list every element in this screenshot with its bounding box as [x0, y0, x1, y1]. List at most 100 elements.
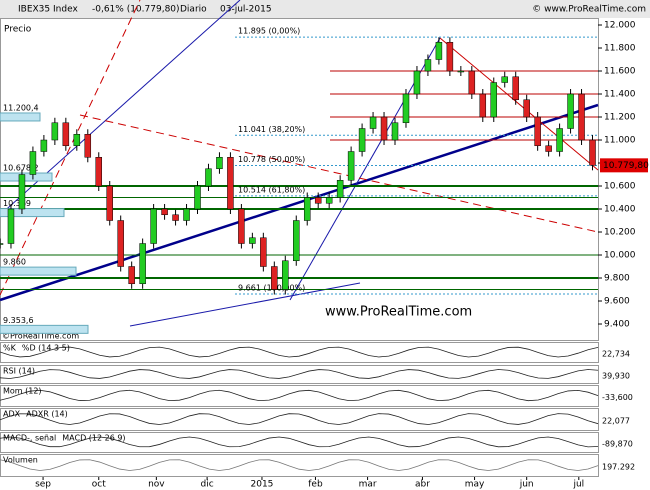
candle	[457, 70, 465, 73]
trend-line	[0, 0, 141, 296]
candle	[95, 157, 103, 187]
indicator-value: -89,870	[602, 440, 633, 449]
date: 03-jul-2015	[220, 5, 272, 15]
candle	[29, 151, 37, 175]
candle	[172, 214, 179, 221]
candle	[501, 76, 508, 83]
y-tick-label: 9.400	[604, 320, 630, 330]
panel-label: Precio	[4, 25, 32, 35]
profile-bar	[0, 172, 53, 182]
fib-label: 11.895 (0,00%)	[238, 27, 300, 36]
fib-label: 10.514 (61,80%)	[238, 185, 305, 194]
last-price: 10.779,80	[603, 161, 649, 171]
trend-line	[0, 103, 599, 302]
trend-line	[129, 282, 361, 327]
trend-line	[439, 37, 599, 171]
x-tick-label: feb	[308, 480, 323, 490]
candle	[468, 70, 476, 95]
candle	[282, 260, 289, 290]
indicator-line	[0, 389, 599, 402]
x-tick-label: jun	[519, 480, 534, 490]
indicator-label2: MACD (12 26 9)	[62, 434, 125, 443]
indicator-label: ADX	[3, 410, 21, 419]
y-tick-label: 10.400	[604, 205, 636, 215]
y-tick-label: 9.600	[604, 297, 630, 307]
trend-line	[79, 114, 599, 233]
profile-label: 10.678,2	[3, 164, 39, 173]
indicator-line	[0, 413, 599, 425]
indicator-value: 197.292	[602, 463, 635, 472]
candle	[479, 93, 487, 118]
candle	[7, 208, 15, 244]
candle	[490, 82, 498, 118]
candle	[303, 197, 311, 221]
y-tick-label: 11.000	[604, 136, 636, 146]
indicator-value: 22,734	[602, 350, 630, 359]
x-tick-label: mar	[359, 480, 377, 490]
candle	[314, 197, 322, 204]
candle	[183, 208, 190, 221]
candle	[194, 185, 201, 210]
candle	[402, 93, 410, 124]
candle	[51, 122, 59, 141]
x-tick-label: nov	[148, 480, 165, 490]
fib-label: 10.778 (50,00%)	[238, 155, 305, 164]
header-bar	[0, 0, 650, 18]
candle	[424, 59, 432, 72]
indicator-value: 39,930	[602, 372, 630, 381]
y-tick-label: 11.200	[604, 113, 636, 123]
indicator-panel	[0, 432, 599, 453]
x-tick-label: oct	[92, 480, 106, 490]
indicator-value: 22,077	[602, 417, 630, 426]
indicator-line	[0, 369, 599, 379]
indicator-line	[0, 346, 599, 358]
period: Diario	[180, 5, 207, 15]
candle	[336, 180, 344, 198]
candle	[139, 243, 146, 285]
candle	[18, 174, 26, 210]
profile-bar	[0, 324, 89, 334]
fib-label: 11.041 (38,20%)	[238, 125, 305, 134]
indicator-label2: ADXR (14)	[26, 410, 68, 419]
y-tick-label: 11.600	[604, 67, 636, 77]
candle	[40, 139, 48, 152]
candle	[227, 157, 234, 210]
candle	[238, 208, 245, 244]
copyright: ©ProRealTime.com	[2, 332, 79, 341]
indicator-label2: %D (14 3 5)	[22, 344, 70, 353]
candle	[578, 93, 585, 141]
candle	[446, 42, 454, 72]
candle	[106, 185, 113, 221]
x-tick-label: sep	[35, 480, 51, 490]
x-tick-label: 2015	[251, 480, 274, 490]
candle	[325, 197, 333, 204]
profile-label: 11.200,4	[3, 103, 39, 112]
candle	[117, 220, 124, 267]
candle	[435, 42, 443, 60]
watermark: www.ProRealTime.com	[325, 305, 472, 320]
candle	[161, 208, 168, 216]
candle	[271, 266, 278, 290]
x-tick-label: abr	[415, 480, 430, 490]
x-tick-label: jul	[572, 480, 584, 490]
indicator-panel	[0, 365, 599, 384]
site: © www.ProRealTime.com	[532, 5, 646, 15]
profile-bar	[0, 266, 77, 276]
indicator-label: MACD-, señal	[3, 434, 56, 443]
candle	[380, 116, 388, 141]
profile-bar	[0, 208, 65, 218]
profile-bar	[0, 112, 41, 122]
candle	[589, 139, 596, 166]
indicator-label: %K	[3, 344, 17, 353]
y-tick-label: 11.400	[604, 90, 636, 100]
y-tick-label: 9.800	[604, 274, 630, 284]
candle	[413, 70, 421, 95]
candle	[249, 237, 256, 244]
y-tick-label: 10.600	[604, 182, 636, 192]
candle	[347, 151, 355, 181]
candle	[293, 220, 300, 262]
candle	[128, 266, 135, 285]
y-tick-label: 11.800	[604, 44, 636, 54]
profile-label: 10.369	[3, 199, 31, 208]
candle	[216, 157, 223, 170]
